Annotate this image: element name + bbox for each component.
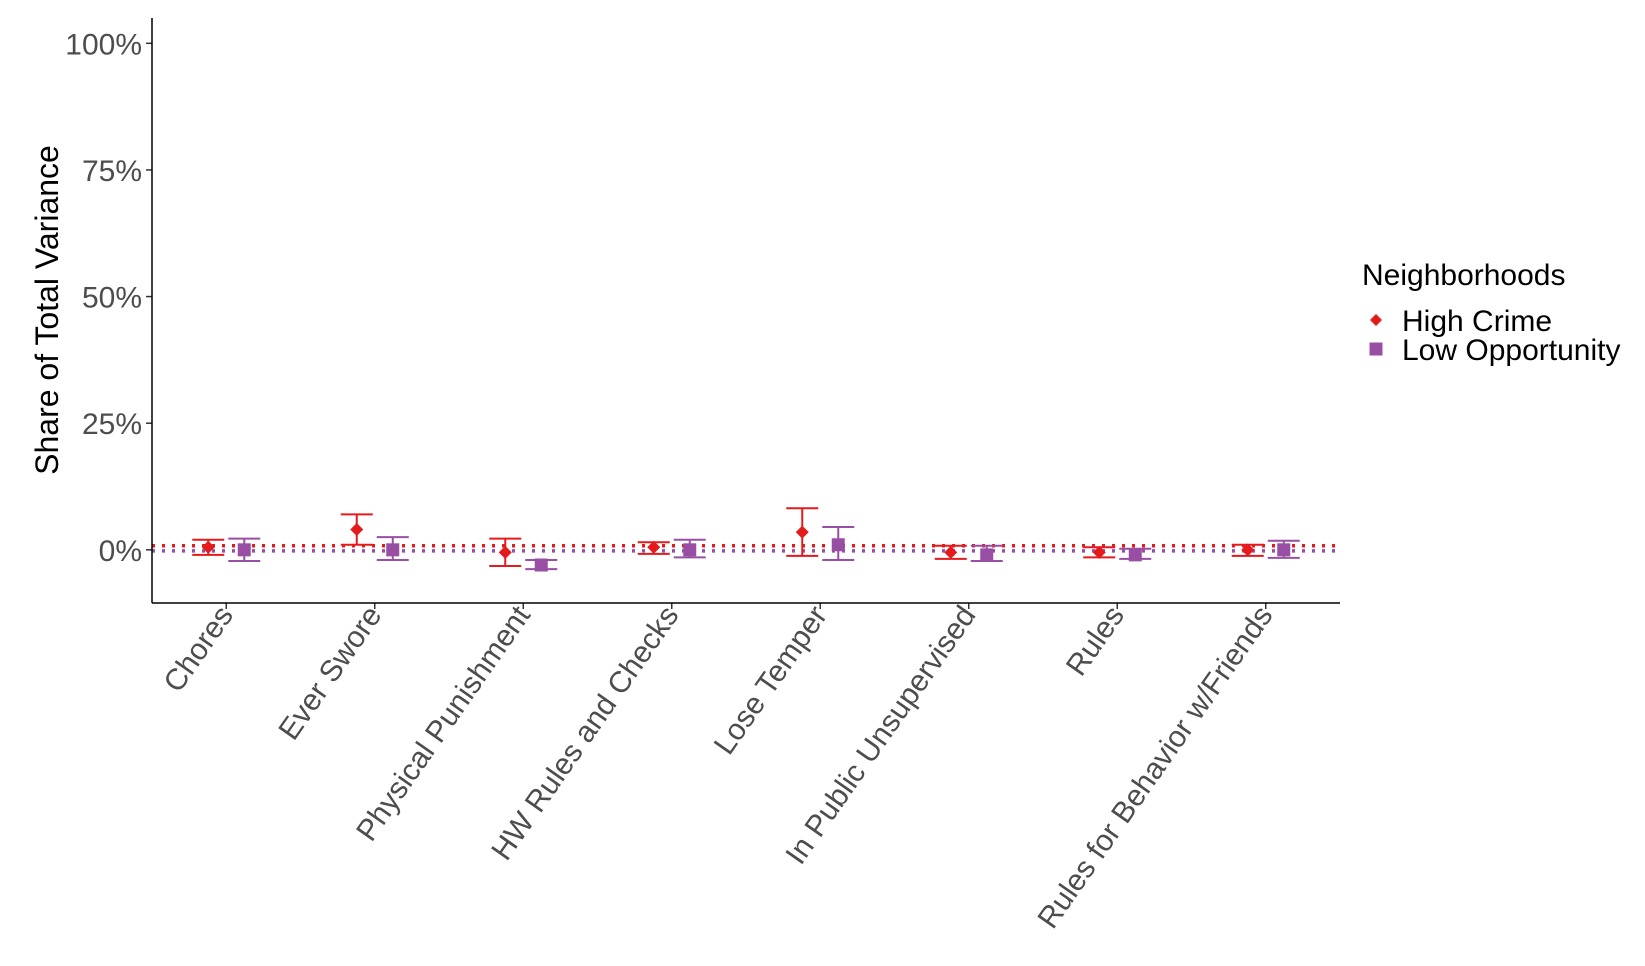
data-point xyxy=(1092,545,1106,559)
data-point xyxy=(237,543,251,557)
x-tick-label: Physical Punishment xyxy=(350,600,537,848)
data-point xyxy=(795,525,809,539)
y-tick-label: 75% xyxy=(82,155,142,188)
legend-label: High Crime xyxy=(1402,305,1552,338)
y-axis-title: Share of Total Variance xyxy=(29,145,65,475)
data-point xyxy=(1128,548,1142,562)
x-tick-label: Rules xyxy=(1060,600,1131,682)
data-point xyxy=(980,548,994,562)
x-tick-label: Chores xyxy=(157,600,240,698)
data-point xyxy=(683,543,697,557)
data-point xyxy=(831,538,845,552)
legend-key-diamond xyxy=(1370,314,1382,326)
y-tick-label: 50% xyxy=(82,282,142,315)
data-point xyxy=(350,523,364,537)
data-point xyxy=(647,540,661,554)
data-marks xyxy=(192,507,1300,572)
legend-key-square xyxy=(1369,342,1383,356)
data-point xyxy=(534,558,548,572)
legend-title: Neighborhoods xyxy=(1362,259,1565,292)
y-axis: 100% 75% 50% 25% 0% xyxy=(65,28,152,568)
y-tick-label: 100% xyxy=(65,28,142,61)
data-point xyxy=(1241,543,1255,557)
reference-lines xyxy=(152,544,1340,553)
data-point xyxy=(386,543,400,557)
series-high-crime xyxy=(192,507,1264,568)
data-point xyxy=(1277,543,1291,557)
y-tick-label: 0% xyxy=(99,535,142,568)
legend-label: Low Opportunity xyxy=(1402,334,1620,367)
x-tick-label: Lose Temper xyxy=(708,600,834,761)
data-point xyxy=(498,545,512,559)
data-point xyxy=(201,540,215,554)
y-tick-label: 25% xyxy=(82,408,142,441)
x-tick-label: Ever Swore xyxy=(273,600,389,746)
series-low-opportunity xyxy=(228,526,1300,572)
data-point xyxy=(944,545,958,559)
